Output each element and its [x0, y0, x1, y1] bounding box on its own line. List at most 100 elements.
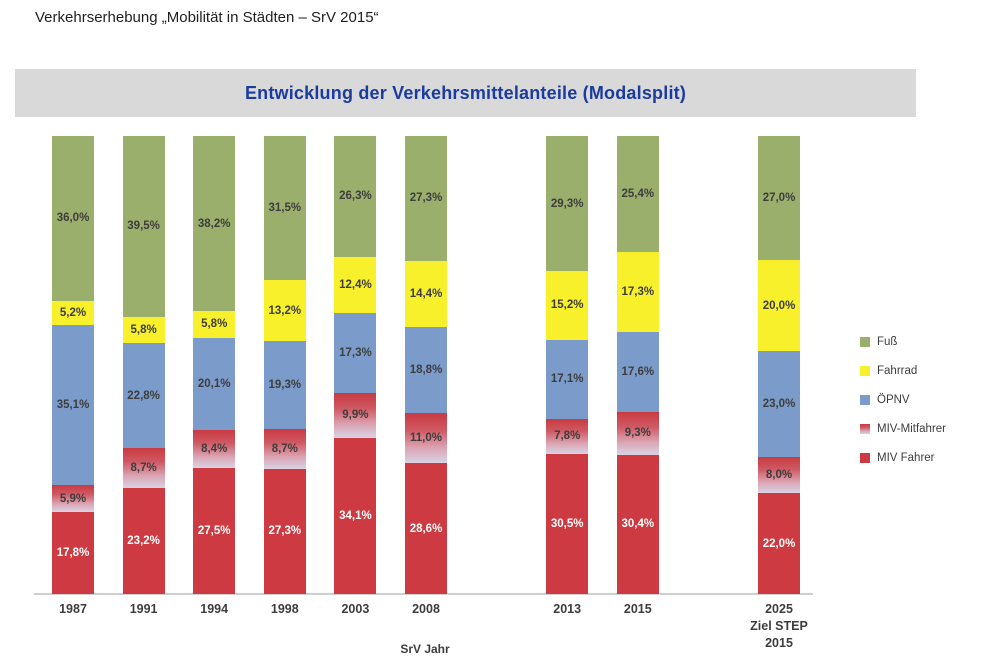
segment-value-label: 9,9%: [342, 409, 369, 422]
segment-value-label: 26,3%: [339, 190, 372, 203]
segment-value-label: 34,1%: [339, 509, 372, 522]
bar-segment-fu-: 38,2%: [193, 136, 236, 311]
bar-segment-fu-: 27,0%: [758, 136, 800, 260]
segment-value-label: 13,2%: [268, 304, 302, 317]
segment-value-label: 17,8%: [56, 547, 90, 560]
legend-item-miv-fahrer: MIV Fahrer: [860, 443, 946, 472]
x-tick-label: 1998: [270, 602, 299, 616]
x-tick-label: 1994: [200, 602, 229, 616]
segment-value-label: 5,8%: [130, 324, 157, 337]
segment-value-label: 27,5%: [197, 525, 231, 538]
x-tick-label: 2013: [553, 602, 582, 616]
bar-segment-miv-fahrer: 30,5%: [546, 454, 589, 594]
legend-swatch-icon: [860, 423, 870, 434]
legend-item-miv-mitfahrer: MIV-Mitfahrer: [860, 414, 946, 443]
legend-item-fu-: Fuß: [860, 327, 946, 356]
x-tick-label: 1987: [59, 602, 87, 616]
legend-swatch-icon: [860, 394, 870, 405]
x-tick-label: 1991: [129, 602, 158, 616]
segment-value-label: 23,2%: [127, 534, 160, 547]
bar-segment-miv-fahrer: 23,2%: [122, 487, 165, 594]
segment-value-label: 20,0%: [762, 299, 796, 312]
bar-segment--pnv: 23,0%: [758, 351, 800, 457]
bar-segment-fahrrad: 5,8%: [193, 310, 236, 338]
x-tick-label: 2025 Ziel STEP 2015: [750, 602, 808, 650]
segment-value-label: 8,7%: [271, 443, 298, 456]
segment-value-label: 5,9%: [59, 492, 87, 505]
legend-label: Fuß: [877, 335, 898, 348]
segment-value-label: 22,0%: [762, 537, 796, 550]
segment-value-label: 22,8%: [127, 389, 160, 402]
bar-segment-miv-mitfahrer: 8,4%: [193, 429, 236, 469]
legend-item-fahrrad: Fahrrad: [860, 356, 946, 385]
bar-segment--pnv: 19,3%: [263, 340, 306, 430]
segment-value-label: 17,6%: [621, 365, 655, 378]
bar-segment-fu-: 26,3%: [334, 136, 377, 257]
bar-segment-fu-: 31,5%: [263, 136, 306, 281]
bar-segment--pnv: 35,1%: [52, 324, 94, 486]
bar-segment-miv-fahrer: 17,8%: [52, 512, 94, 594]
segment-value-label: 17,3%: [339, 346, 372, 359]
segment-value-label: 18,8%: [409, 363, 443, 376]
bar-segment-fahrrad: 20,0%: [758, 259, 800, 352]
bar-segment-miv-mitfahrer: 7,8%: [546, 418, 589, 455]
bar-segment-fu-: 39,5%: [122, 136, 165, 317]
bar-segment-miv-mitfahrer: 9,9%: [334, 392, 377, 438]
bar-2025: 27,0% 20,0% 23,0% 8,0% 22,0%: [758, 136, 800, 594]
bar-segment-miv-mitfahrer: 8,7%: [263, 429, 306, 469]
bar-segment-miv-fahrer: 34,1%: [334, 437, 377, 594]
legend-swatch-icon: [860, 365, 870, 376]
bar-segment-miv-mitfahrer: 9,3%: [616, 412, 659, 455]
segment-value-label: 27,0%: [762, 191, 796, 204]
segment-value-label: 5,2%: [59, 306, 87, 319]
bar-1987: 36,0% 5,2% 35,1% 5,9% 17,8%: [52, 136, 94, 594]
segment-value-label: 30,5%: [550, 518, 584, 531]
bar-1998: 31,5% 13,2% 19,3% 8,7% 27,3%: [263, 136, 306, 594]
bar-segment-fahrrad: 5,2%: [52, 300, 94, 325]
bar-segment--pnv: 18,8%: [405, 326, 447, 413]
chart-title-banner: Entwicklung der Verkehrsmittelanteile (M…: [15, 69, 916, 117]
chart-title: Entwicklung der Verkehrsmittelanteile (M…: [244, 82, 687, 103]
legend-label: ÖPNV: [877, 393, 910, 406]
segment-value-label: 30,4%: [621, 518, 655, 531]
bar-segment-miv-fahrer: 27,3%: [263, 468, 306, 594]
bar-segment-miv-mitfahrer: 8,0%: [758, 456, 800, 494]
segment-value-label: 38,2%: [197, 217, 231, 230]
segment-value-label: 8,0%: [765, 468, 793, 481]
segment-value-label: 8,4%: [201, 442, 228, 455]
bar-segment--pnv: 20,1%: [193, 337, 236, 430]
segment-value-label: 29,3%: [550, 197, 584, 210]
bar-segment-miv-fahrer: 28,6%: [405, 463, 447, 594]
bar-segment-fu-: 36,0%: [52, 136, 94, 301]
segment-value-label: 39,5%: [127, 220, 160, 233]
segment-value-label: 19,3%: [268, 378, 302, 391]
bar-segment-miv-fahrer: 27,5%: [193, 468, 236, 594]
segment-value-label: 27,3%: [268, 525, 302, 538]
segment-value-label: 27,3%: [409, 192, 443, 205]
segment-value-label: 7,8%: [554, 430, 581, 443]
legend: Fuß Fahrrad ÖPNV MIV-Mitfahrer MIV Fahrer: [860, 327, 946, 472]
segment-value-label: 9,3%: [624, 427, 651, 440]
bar-segment-fu-: 25,4%: [616, 136, 659, 253]
bar-segment-fahrrad: 12,4%: [334, 256, 377, 314]
segment-value-label: 11,0%: [410, 431, 442, 444]
page-title: Verkehrserhebung „Mobilität in Städten –…: [35, 9, 379, 26]
bar-segment-fahrrad: 14,4%: [405, 260, 447, 327]
x-tick-label: 2003: [341, 602, 370, 616]
segment-value-label: 28,6%: [409, 522, 443, 535]
bar-segment-fu-: 27,3%: [405, 135, 447, 261]
bar-segment-fu-: 29,3%: [546, 136, 589, 271]
segment-value-label: 36,0%: [56, 212, 90, 225]
bar-1994: 38,2% 5,8% 20,1% 8,4% 27,5%: [193, 136, 236, 594]
bar-segment-miv-fahrer: 22,0%: [758, 493, 800, 594]
legend-label: Fahrrad: [877, 364, 918, 377]
x-axis-title: SrV Jahr: [400, 642, 450, 656]
segment-value-label: 14,4%: [409, 287, 443, 300]
bar-segment-fahrrad: 13,2%: [263, 280, 306, 341]
bar-segment-fahrrad: 15,2%: [546, 270, 589, 341]
legend-label: MIV Fahrer: [877, 451, 935, 464]
segment-value-label: 8,7%: [130, 461, 157, 474]
bar-segment-fahrrad: 17,3%: [616, 252, 659, 332]
